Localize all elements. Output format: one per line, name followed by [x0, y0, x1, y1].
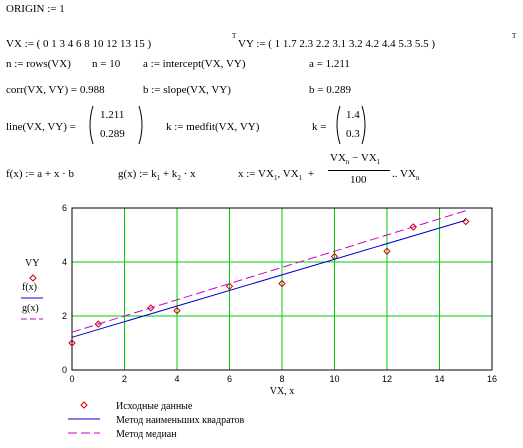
legend-label: Исходные данные: [116, 401, 193, 412]
ylabel-diamond-icon: [29, 274, 37, 282]
legend-diamond-icon: [80, 401, 88, 409]
x-tick-label: 12: [382, 374, 392, 384]
median-fit-line: [71, 210, 466, 333]
data-point-marker: [278, 279, 286, 288]
k2-value: 0.3: [346, 128, 360, 140]
line-intercept-value: 1.211: [100, 109, 125, 121]
y-axis-label-fx: f(x): [22, 282, 37, 293]
regression-plot[interactable]: 0 2 4 6 8 10 12 14 16 0 2 4 6 VX, x Исходные данные Мет…: [0, 196, 523, 448]
data-point-marker: [225, 282, 234, 291]
fraction-denominator: 100: [350, 174, 367, 186]
line-slope-value: 0.289: [100, 128, 125, 140]
x-range-end: .. VXn: [392, 168, 420, 183]
least-squares-line: [71, 219, 466, 338]
legend-label: Метод наименьших квадратов: [116, 415, 245, 426]
y-tick-label: 2: [62, 311, 67, 321]
g-definition[interactable]: g(x) := k1 + k2 · x: [118, 168, 196, 183]
legend-label: Метод медиан: [116, 429, 177, 440]
y-axis-label-vy: VY: [25, 258, 40, 269]
right-paren-icon: [361, 105, 366, 145]
y-tick-label: 4: [62, 257, 67, 267]
fraction-numerator: VXn − VX1: [330, 152, 381, 167]
data-point-marker: [383, 247, 391, 255]
x-tick-label: 14: [434, 374, 444, 384]
y-tick-label: 6: [62, 203, 67, 213]
step-fraction: VXn − VX1 100: [328, 152, 390, 192]
data-point-marker: [462, 217, 470, 226]
x-tick-label: 8: [279, 374, 284, 384]
x-tick-label: 2: [122, 374, 127, 384]
vx-transpose: T: [232, 32, 237, 40]
x-axis-label: VX, x: [270, 386, 294, 397]
right-paren-icon: [138, 105, 143, 145]
k-result-matrix: 1.4 0.3: [333, 105, 369, 145]
plus-sign: +: [307, 168, 315, 180]
k1-value: 1.4: [346, 109, 360, 121]
data-point-marker: [68, 339, 76, 347]
vx-vector: VX := ( 0 1 3 4 6 8 10 12 13 15 ): [6, 38, 152, 50]
vy-vector: VY := ( 1 1.7 2.3 2.2 3.1 3.2 4.2 4.4 5.…: [238, 38, 436, 50]
data-point-marker: [173, 306, 181, 315]
vy-transpose: T: [512, 32, 517, 40]
y-tick-label: 0: [62, 365, 67, 375]
left-paren-icon: [336, 105, 341, 145]
x-range-definition[interactable]: x := VX1, VX1 +: [238, 168, 315, 183]
x-tick-label: 10: [329, 374, 339, 384]
left-paren-icon: [89, 105, 94, 145]
fraction-bar: [328, 170, 390, 171]
x-tick-label: 0: [69, 374, 74, 384]
y-axis-label-gx: g(x): [22, 303, 39, 314]
line-result-matrix: 1.211 0.289: [86, 105, 146, 145]
x-tick-label: 6: [227, 374, 232, 384]
plot-frame: [71, 207, 493, 371]
x-tick-label: 4: [174, 374, 179, 384]
x-tick-label: 16: [487, 374, 497, 384]
